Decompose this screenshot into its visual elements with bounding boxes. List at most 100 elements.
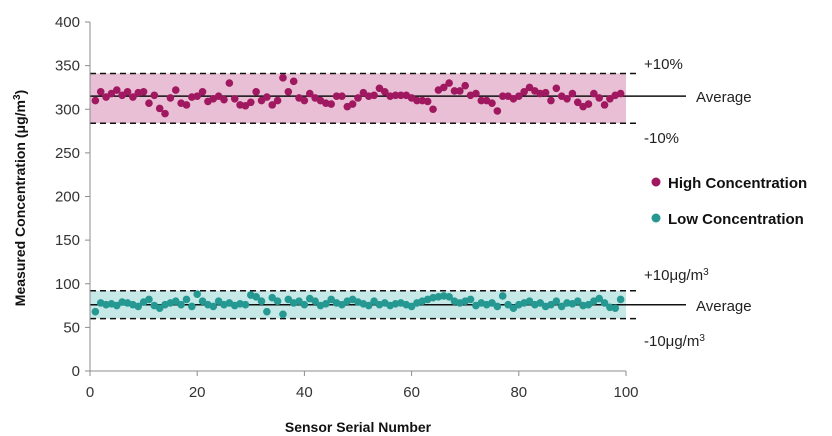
high-data-point	[279, 74, 287, 82]
high-upper-label: +10%	[644, 56, 683, 73]
high-data-point	[515, 92, 523, 100]
low-average-label: Average	[696, 298, 752, 315]
high-data-point	[107, 89, 116, 98]
high-data-point	[616, 89, 625, 98]
y-axis-title-superscript: 3	[12, 94, 23, 100]
y-tick-label: 150	[55, 232, 80, 249]
low-data-point	[338, 300, 346, 309]
high-data-point	[338, 92, 346, 100]
high-data-point	[129, 93, 137, 101]
low-data-point	[509, 304, 518, 312]
low-data-point	[498, 292, 507, 300]
tolerance-bands	[90, 73, 626, 319]
high-data-point	[552, 84, 561, 93]
y-axis-title-tail: )	[12, 90, 28, 95]
high-data-point	[600, 101, 609, 109]
low-data-point	[600, 299, 609, 307]
y-tick-label: 50	[63, 319, 80, 336]
high-data-point	[113, 86, 121, 94]
y-tick-label: 200	[55, 189, 80, 206]
high-data-point	[273, 96, 282, 105]
high-data-point	[220, 95, 228, 104]
high-data-point	[461, 81, 470, 90]
x-tick-label: 0	[86, 384, 94, 401]
high-data-point	[429, 105, 437, 114]
legend-label-high: High Concentration	[668, 175, 807, 192]
high-data-point	[327, 100, 336, 108]
high-data-point	[252, 88, 260, 96]
high-data-point	[166, 94, 175, 102]
low-data-point	[214, 297, 223, 306]
high-data-point	[289, 77, 298, 86]
high-data-point	[450, 87, 459, 95]
high-data-point	[102, 93, 110, 101]
high-data-point	[268, 101, 277, 109]
high-data-point	[541, 88, 550, 97]
low-data-point	[295, 297, 303, 306]
high-data-point	[230, 94, 239, 103]
x-tick-label: 60	[403, 384, 420, 401]
low-data-point	[113, 301, 121, 310]
low-data-point	[145, 295, 153, 304]
low-data-point	[155, 304, 164, 312]
high-data-point	[439, 83, 448, 92]
high-data-point	[139, 88, 148, 96]
high-data-point	[375, 84, 384, 93]
y-tick-label: 0	[72, 363, 80, 380]
y-axis-title-main: Measured Concentration (μg/m	[12, 100, 28, 306]
high-data-point	[225, 79, 234, 87]
high-data-point	[305, 89, 314, 98]
high-data-point	[498, 92, 507, 100]
axes: 0 50 100 150 200 250 300 350 400 0 20 40 60 80 100	[55, 14, 639, 401]
low-data-point	[370, 297, 378, 306]
low-data-point	[552, 297, 561, 306]
low-data-point	[445, 293, 453, 301]
high-data-point	[284, 88, 293, 96]
low-data-point	[134, 302, 143, 311]
low-upper-label-main: +10μg/m	[644, 267, 703, 284]
high-data-point	[423, 97, 432, 106]
high-data-point	[606, 94, 614, 103]
high-data-point	[214, 92, 223, 100]
low-data-point	[488, 299, 496, 307]
x-axis-title: Sensor Serial Number	[285, 419, 432, 435]
high-data-point	[91, 96, 100, 105]
high-data-point	[145, 99, 153, 107]
low-data-point	[311, 297, 319, 306]
low-data-point	[284, 295, 293, 304]
low-data-point	[300, 300, 309, 309]
x-tick-label: 40	[296, 384, 313, 401]
high-data-point	[193, 92, 201, 100]
high-data-point	[573, 98, 582, 107]
high-data-point	[241, 101, 250, 110]
data-points	[91, 74, 625, 319]
high-data-point	[563, 94, 571, 103]
high-data-point	[584, 100, 593, 108]
high-data-point	[370, 91, 378, 100]
y-tick-label: 300	[55, 101, 80, 118]
high-data-point	[595, 94, 603, 102]
high-data-point	[332, 92, 341, 100]
low-data-point	[193, 290, 201, 299]
low-data-point	[557, 302, 566, 311]
low-data-point	[466, 295, 475, 304]
high-lower-label: -10%	[644, 130, 679, 147]
high-data-point	[590, 89, 598, 98]
low-data-point	[198, 297, 207, 306]
legend: High Concentration Low Concentration	[651, 175, 807, 228]
high-data-point	[413, 96, 421, 105]
low-data-point	[504, 300, 512, 309]
low-data-point	[188, 302, 196, 311]
low-data-point	[364, 301, 373, 310]
high-data-point	[247, 98, 255, 107]
low-data-point	[322, 300, 330, 308]
high-data-point	[488, 99, 496, 107]
high-data-point	[182, 101, 191, 109]
legend-marker-low	[651, 213, 661, 223]
low-data-point	[616, 295, 625, 304]
high-data-point	[263, 93, 271, 101]
low-data-point	[327, 295, 336, 304]
high-data-point	[493, 107, 502, 115]
low-data-point	[525, 297, 534, 306]
